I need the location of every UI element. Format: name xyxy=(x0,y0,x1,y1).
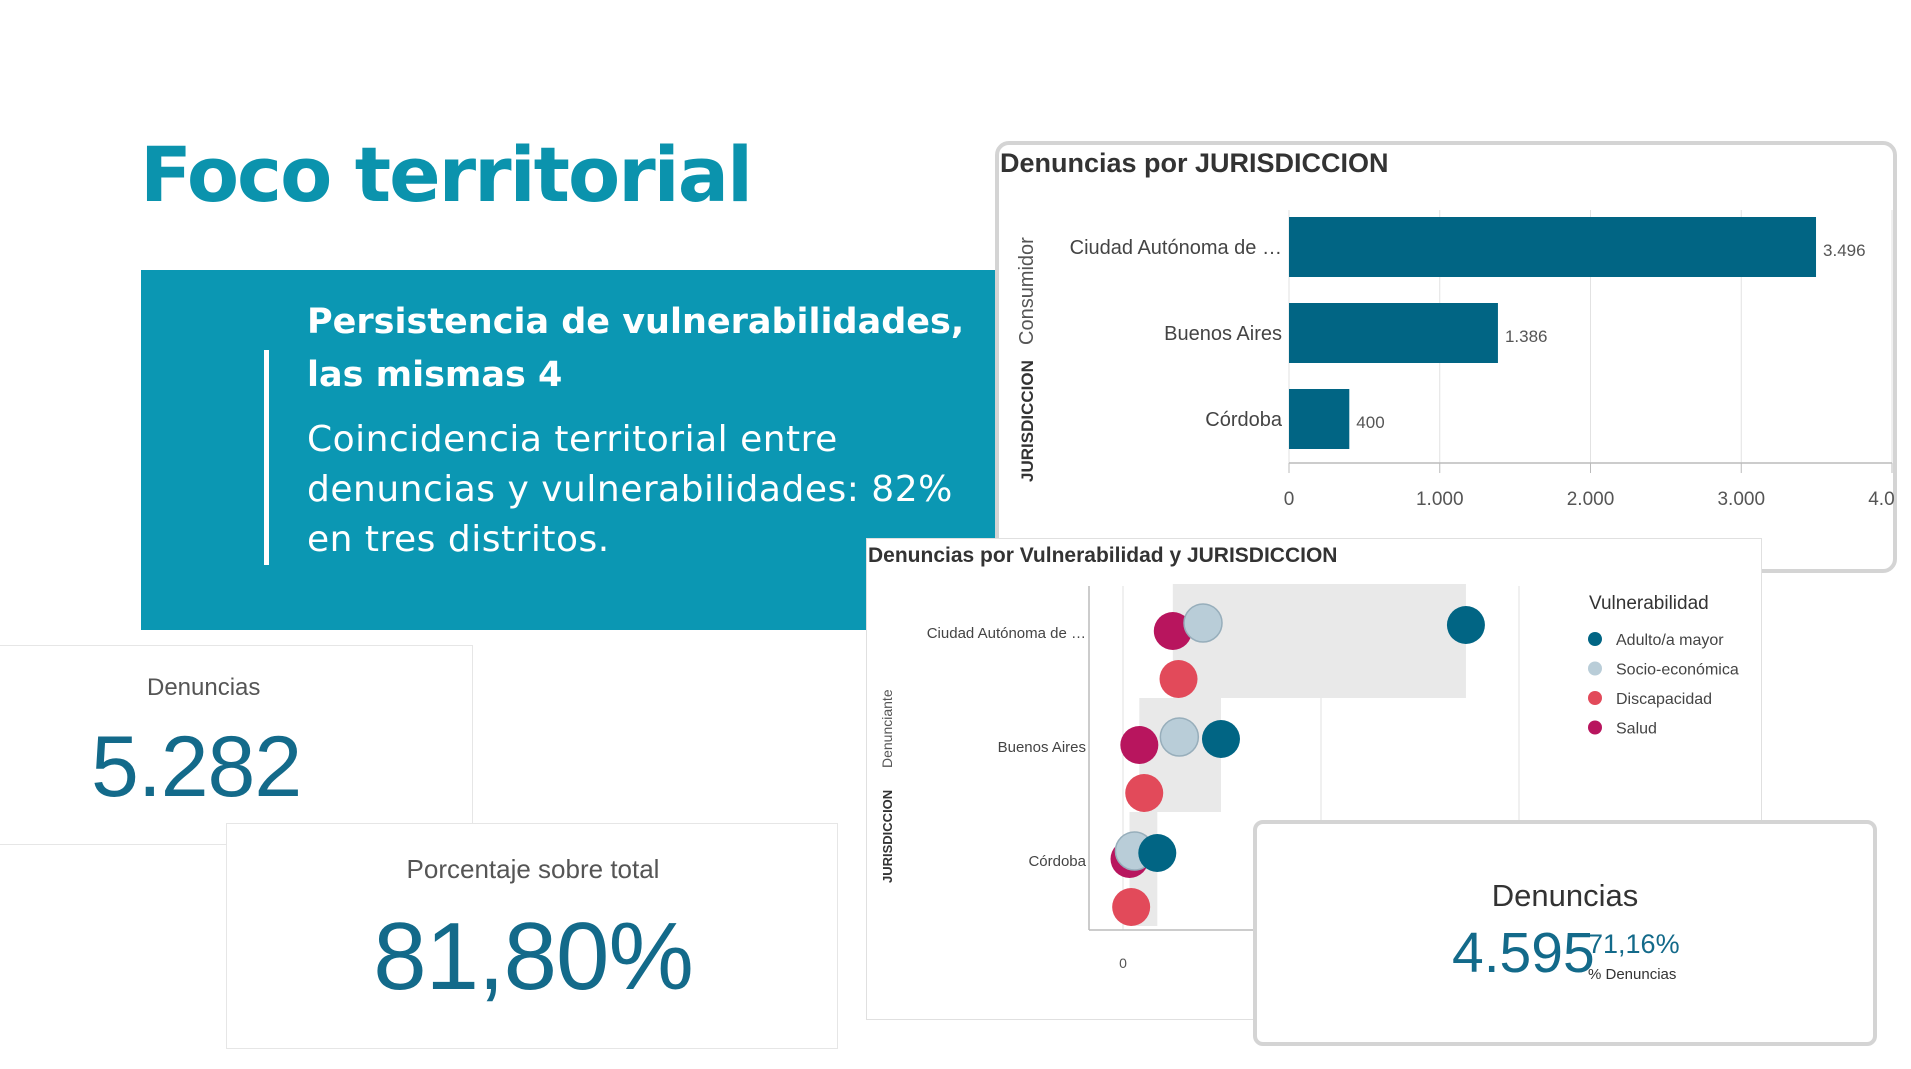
kpi-denuncias-card[interactable]: Denuncias 5.282 xyxy=(0,645,473,845)
x-tick-label: 3.000 xyxy=(1717,489,1765,510)
data-point xyxy=(1183,603,1223,643)
x-tick-label: 4.000 xyxy=(1868,489,1894,510)
bar xyxy=(1289,389,1350,449)
legend-swatch xyxy=(1588,632,1602,646)
data-point xyxy=(1446,606,1485,644)
chart-vulnerabilidad-dimension-label: JURISDICCION xyxy=(880,790,895,883)
category-label: Buenos Aires xyxy=(1164,323,1282,345)
chart-jurisdiccion-subdimension-label: Consumidor xyxy=(1016,237,1038,345)
legend-label: Salud xyxy=(1616,721,1657,738)
category-label: Ciudad Autónoma de … xyxy=(1070,237,1282,259)
kpi-porcentaje-card[interactable]: Porcentaje sobre total 81,80% xyxy=(226,823,838,1049)
chart-jurisdiccion-dimension-label: JURISDICCION xyxy=(1018,360,1037,482)
kpi-denuncias-detail-card[interactable] xyxy=(1253,820,1877,1046)
value-label: 3.496 xyxy=(1823,241,1866,260)
data-point xyxy=(1120,726,1159,764)
bar xyxy=(1289,217,1817,277)
category-label: Buenos Aires xyxy=(998,739,1086,756)
x-tick-label: 0 xyxy=(1119,955,1127,971)
chart-vulnerabilidad-subdimension-label: Denunciante xyxy=(879,689,895,768)
data-point xyxy=(1201,720,1240,758)
x-tick-label: 2.000 xyxy=(1567,489,1615,510)
chart-vulnerabilidad-title: Denuncias por Vulnerabilidad y JURISDICC… xyxy=(868,544,1338,567)
legend-title: Vulnerabilidad xyxy=(1589,593,1709,614)
value-label: 1.386 xyxy=(1505,327,1548,346)
legend-label: Socio-económica xyxy=(1616,662,1739,679)
legend-label: Discapacidad xyxy=(1616,691,1712,708)
legend-swatch xyxy=(1588,691,1602,705)
kpi-porcentaje-value: 81,80% xyxy=(373,903,694,1010)
page-title: Foco territorial xyxy=(140,130,753,219)
data-point xyxy=(1125,774,1164,812)
kpi-denuncias-label: Denuncias xyxy=(147,674,261,701)
x-tick-label: 0 xyxy=(1284,489,1295,510)
kpi-denuncias-detail-value: 4.595 xyxy=(1452,921,1595,985)
x-tick-label: 1.000 xyxy=(1416,489,1464,510)
kpi-denuncias-detail-percent: 71,16% xyxy=(1588,929,1680,959)
value-label: 400 xyxy=(1356,413,1384,432)
data-point xyxy=(1159,717,1200,757)
bar xyxy=(1289,303,1498,363)
category-label: Córdoba xyxy=(1205,409,1283,431)
legend-label: Adulto/a mayor xyxy=(1616,632,1724,649)
data-point xyxy=(1138,834,1177,872)
data-point xyxy=(1159,660,1198,698)
highlight-divider xyxy=(264,350,269,565)
distribution-band xyxy=(1172,584,1466,698)
category-label: Córdoba xyxy=(1028,853,1086,870)
kpi-porcentaje-label: Porcentaje sobre total xyxy=(406,854,660,884)
kpi-denuncias-value: 5.282 xyxy=(91,719,302,815)
highlight-body: Coincidencia territorial entre denuncias… xyxy=(307,419,953,560)
kpi-denuncias-detail-label: Denuncias xyxy=(1491,878,1639,913)
legend-swatch xyxy=(1588,720,1602,735)
chart-jurisdiccion-svg: JURISDICCION Consumidor Ciudad Autónoma … xyxy=(1016,210,1894,510)
category-label: Ciudad Autónoma de … xyxy=(927,625,1086,642)
chart-jurisdiccion-title: Denuncias por JURISDICCION xyxy=(1000,148,1389,178)
highlight-heading: Persistencia de vulnerabilidades, las mi… xyxy=(307,302,965,395)
kpi-denuncias-detail-percent-label: % Denuncias xyxy=(1588,966,1677,983)
data-point xyxy=(1112,888,1151,926)
legend-swatch xyxy=(1588,661,1602,676)
data-point xyxy=(1153,612,1192,650)
